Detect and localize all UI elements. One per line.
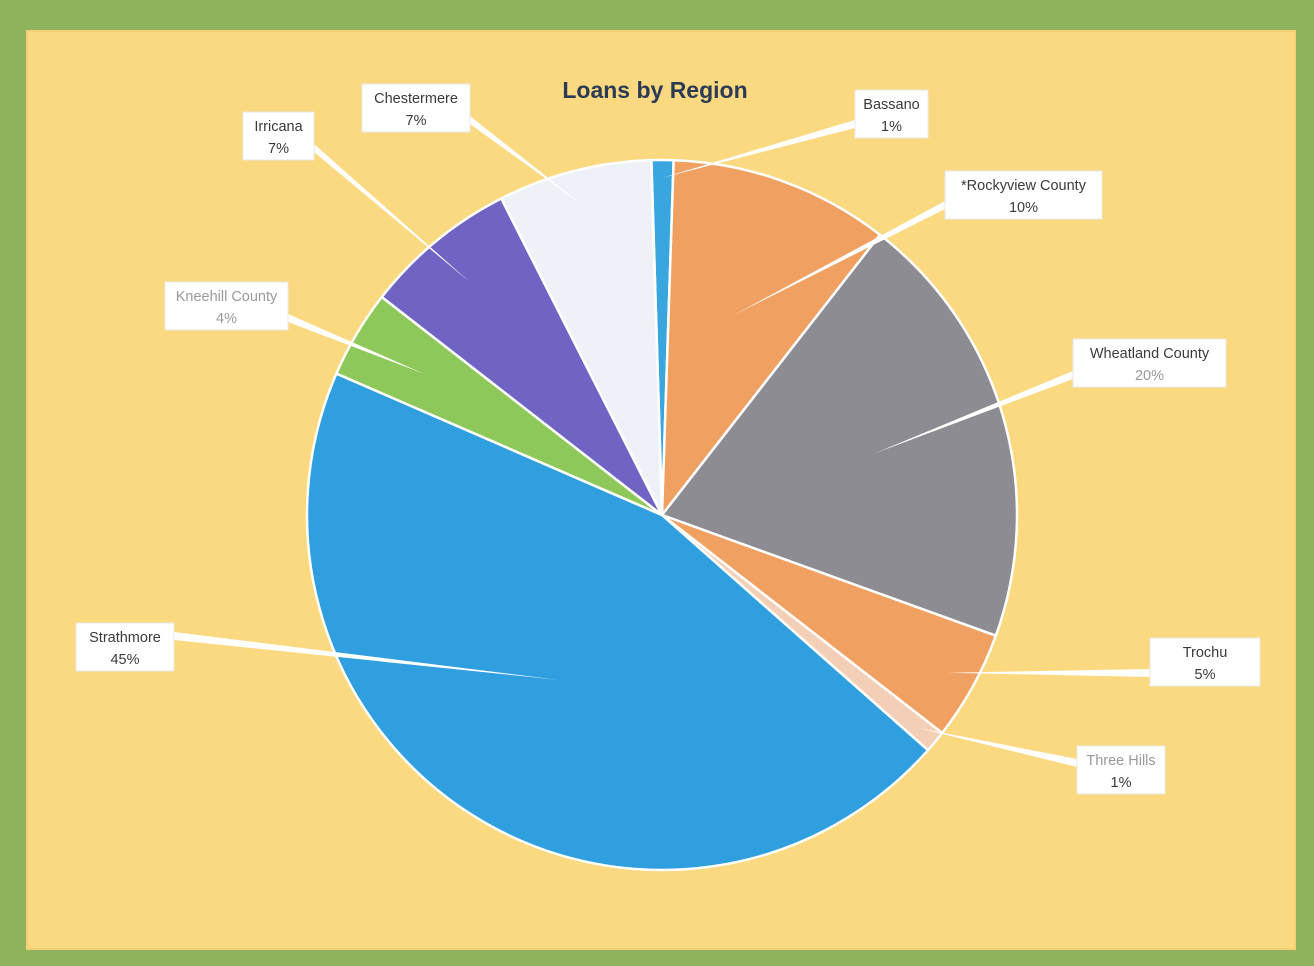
data-label-box [1149, 637, 1261, 687]
data-label-name: Chestermere [374, 91, 458, 107]
data-label-name: Trochu [1183, 645, 1228, 661]
pie-slices [305, 158, 1019, 872]
data-label-box [75, 622, 175, 672]
leader-line-chestermere [470, 116, 583, 206]
data-label-box [242, 111, 315, 161]
data-label-name: Irricana [254, 119, 303, 135]
chart-title: Loans by Region [562, 77, 747, 103]
data-label-value: 1% [881, 119, 902, 135]
data-label-irricana: Irricana 7% [242, 111, 315, 161]
data-label-value: 45% [110, 652, 139, 668]
data-label-box [944, 170, 1103, 220]
data-labels: Bassano 1% *Rockyview County 10% Wheatland C… [75, 83, 1261, 795]
data-label-value: 4% [216, 311, 237, 327]
data-label-box [1076, 745, 1166, 795]
data-label-wheatland-county: Wheatland County 20% [1072, 338, 1227, 388]
data-label-box [1072, 338, 1227, 388]
data-label-value: 10% [1009, 200, 1038, 216]
leader-line-rockyview-county [734, 201, 945, 315]
leader-line-wheatland-county [873, 371, 1073, 454]
data-label-trochu: Trochu 5% [1149, 637, 1261, 687]
leader-lines [174, 116, 1150, 767]
data-label-name: Wheatland County [1090, 346, 1210, 362]
data-label-bassano: Bassano 1% [854, 89, 929, 139]
data-label-name: Kneehill County [176, 289, 278, 305]
data-label-chestermere: Chestermere 7% [361, 83, 471, 133]
data-label-box [164, 281, 289, 331]
data-label-value: 1% [1111, 775, 1132, 791]
data-label-value: 20% [1135, 368, 1164, 384]
data-label-name: Three Hills [1086, 753, 1155, 769]
data-label-box [361, 83, 471, 133]
pie-slice-irricana [380, 197, 664, 517]
data-label-three-hills: Three Hills 1% [1076, 745, 1166, 795]
pie-slice-strathmore [305, 372, 930, 872]
data-label-value: 5% [1195, 667, 1216, 683]
data-label-kneehill-county: Kneehill County 4% [164, 281, 289, 331]
data-label-name: Strathmore [89, 630, 161, 646]
data-label-value: 7% [268, 141, 289, 157]
data-label-box [854, 89, 929, 139]
pie-slice-chestermere [500, 158, 664, 517]
leader-line-bassano [662, 120, 855, 178]
leader-line-kneehill-county [288, 314, 424, 374]
data-label-name: *Rockyview County [961, 178, 1087, 194]
leader-line-strathmore [174, 632, 558, 680]
data-label-value: 7% [406, 113, 427, 129]
leader-line-three-hills [918, 728, 1077, 767]
leader-line-irricana [314, 144, 470, 283]
data-label-rockyview-county: *Rockyview County 10% [944, 170, 1103, 220]
data-label-name: Bassano [863, 97, 919, 113]
leader-line-trochu [947, 669, 1150, 677]
data-label-strathmore: Strathmore 45% [75, 622, 175, 672]
pie-slice-rockyview-county [660, 158, 882, 517]
pie-slice-wheatland-county [660, 233, 1019, 637]
